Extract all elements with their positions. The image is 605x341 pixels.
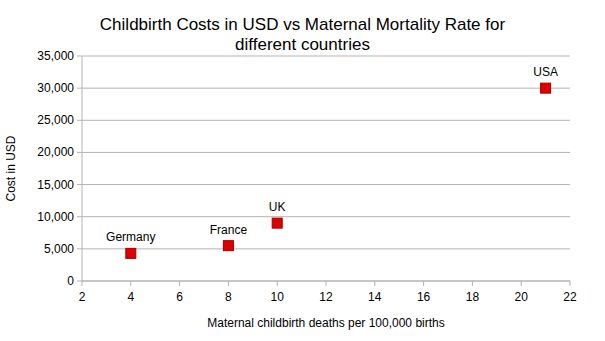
- point: [126, 248, 136, 258]
- y-axis-label: Cost in USD: [4, 135, 18, 201]
- x-tick-label: 22: [563, 290, 577, 304]
- x-tick: [130, 281, 131, 286]
- x-tick: [179, 281, 180, 286]
- point-label: France: [210, 223, 248, 237]
- y-tick: [77, 248, 82, 249]
- y-tick-label: 10,000: [37, 210, 74, 224]
- y-tick: [77, 56, 82, 57]
- x-tick: [570, 281, 571, 286]
- grid-line: [82, 152, 570, 153]
- y-tick-label: 35,000: [37, 49, 74, 63]
- y-axis: [82, 56, 83, 281]
- point-label: Germany: [106, 230, 155, 244]
- background: [0, 0, 605, 341]
- x-tick: [82, 281, 83, 286]
- title: Childbirth Costs in USD vs Maternal Mort…: [100, 15, 506, 54]
- x-tick: [326, 281, 327, 286]
- x-tick-label: 4: [127, 290, 134, 304]
- x-tick-label: 20: [515, 290, 529, 304]
- point: [541, 83, 551, 93]
- point: [272, 218, 282, 228]
- point-label: USA: [533, 65, 558, 79]
- x-tick: [423, 281, 424, 286]
- y-tick-label: 0: [67, 274, 74, 288]
- x-tick-label: 6: [176, 290, 183, 304]
- x-tick-label: 12: [319, 290, 333, 304]
- y-tick-label: 20,000: [37, 145, 74, 159]
- y-tick: [77, 152, 82, 153]
- y-tick-label: 30,000: [37, 81, 74, 95]
- y-tick-label: 5,000: [44, 242, 74, 256]
- y-tick: [77, 216, 82, 217]
- x-tick-label: 18: [466, 290, 480, 304]
- y-tick-label: 25,000: [37, 113, 74, 127]
- grid-line: [82, 120, 570, 121]
- y-tick: [77, 120, 82, 121]
- chart: 0 5,000 10,000 15,000 20,000 25,000 30,000 35,0…: [0, 0, 605, 341]
- title-line: Childbirth Costs in USD vs Maternal Mort…: [100, 15, 506, 34]
- x-tick: [472, 281, 473, 286]
- x-tick-label: 10: [271, 290, 285, 304]
- x-tick-label: 14: [368, 290, 382, 304]
- title-line: different countries: [235, 35, 370, 54]
- x-axis-label: Maternal childbirth deaths per 100,000 b…: [207, 316, 444, 330]
- point: [223, 241, 233, 251]
- grid-line: [82, 184, 570, 185]
- y-tick: [77, 281, 82, 282]
- x-tick: [277, 281, 278, 286]
- point-label: UK: [269, 200, 286, 214]
- grid-line: [82, 216, 570, 217]
- y-tick-label: 15,000: [37, 178, 74, 192]
- x-tick: [374, 281, 375, 286]
- grid-line: [82, 248, 570, 249]
- x-tick: [228, 281, 229, 286]
- y-tick: [77, 184, 82, 185]
- x-tick-label: 16: [417, 290, 431, 304]
- y-tick: [77, 88, 82, 89]
- points: [126, 83, 551, 258]
- x-tick-label: 8: [225, 290, 232, 304]
- grid-line: [82, 56, 570, 57]
- grid-line: [82, 88, 570, 89]
- x-tick: [521, 281, 522, 286]
- x-tick-label: 2: [79, 290, 86, 304]
